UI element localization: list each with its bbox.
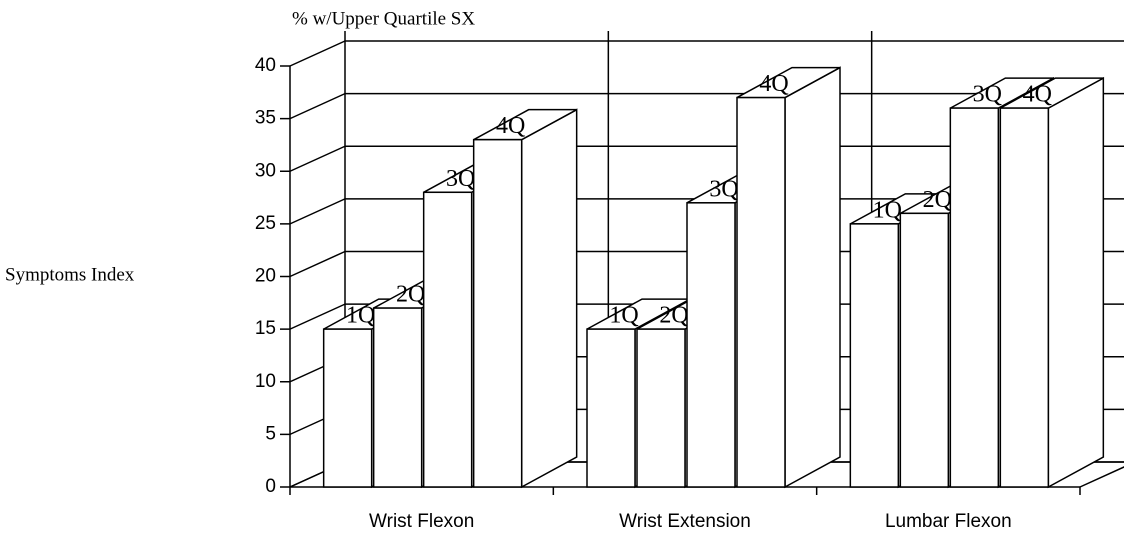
bar-series-label: 1Q <box>346 303 375 329</box>
y-tick-label: 20 <box>255 266 276 287</box>
bar-series-label: 3Q <box>709 176 738 202</box>
bar <box>472 108 578 489</box>
grid-line <box>289 250 346 278</box>
bar <box>736 66 841 489</box>
bar-series-label: 1Q <box>609 303 638 329</box>
x-tick-label: Wrist Flexon <box>369 511 474 532</box>
bar-side <box>520 108 578 489</box>
bar-series-label: 3Q <box>973 82 1002 108</box>
bar-side <box>784 66 841 489</box>
bar-series-label: 2Q <box>659 303 688 329</box>
bar-series-label: 4Q <box>1023 82 1052 108</box>
y-tick-label: 15 <box>255 318 276 339</box>
y-tick-label: 10 <box>255 371 276 392</box>
bar-front <box>472 138 523 488</box>
bar-front <box>422 191 473 488</box>
grid-line <box>289 198 346 225</box>
bar-front <box>586 328 636 488</box>
y-tick-label: 40 <box>255 55 276 76</box>
bar-series-label: 4Q <box>759 71 788 97</box>
bar-side <box>1047 76 1105 489</box>
bar-front <box>686 202 736 488</box>
bar-series-label: 2Q <box>923 187 952 213</box>
y-tick-label: 0 <box>265 476 276 497</box>
floor-right-edge <box>1079 466 1124 488</box>
bar-front <box>849 223 900 488</box>
bar <box>999 76 1105 489</box>
bar-front <box>899 212 950 488</box>
y-tick-label: 35 <box>255 108 276 129</box>
chart-title: % w/Upper Quartile SX <box>292 8 475 29</box>
grid-line <box>289 92 346 120</box>
bar-series-label: 3Q <box>446 166 475 192</box>
bar-front <box>736 96 786 488</box>
bar-series-label: 1Q <box>873 197 902 223</box>
bar-front <box>372 307 423 488</box>
grid-line <box>289 40 346 67</box>
y-tick-label: 5 <box>265 423 276 444</box>
bar-series-label: 2Q <box>396 282 425 308</box>
bar-series-label: 4Q <box>496 113 525 139</box>
x-tick-label: Lumbar Flexon <box>885 511 1012 532</box>
y-axis-label: Symptoms Index <box>5 264 135 285</box>
grid-line <box>289 145 346 172</box>
y-tick-label: 25 <box>255 213 276 234</box>
grid-line <box>289 303 346 330</box>
bar-front <box>999 107 1050 488</box>
y-tick-label: 30 <box>255 160 276 181</box>
bar-front <box>636 328 686 488</box>
x-tick-label: Wrist Extension <box>619 511 751 532</box>
bar-front <box>322 328 373 488</box>
bar-front <box>949 107 1000 488</box>
